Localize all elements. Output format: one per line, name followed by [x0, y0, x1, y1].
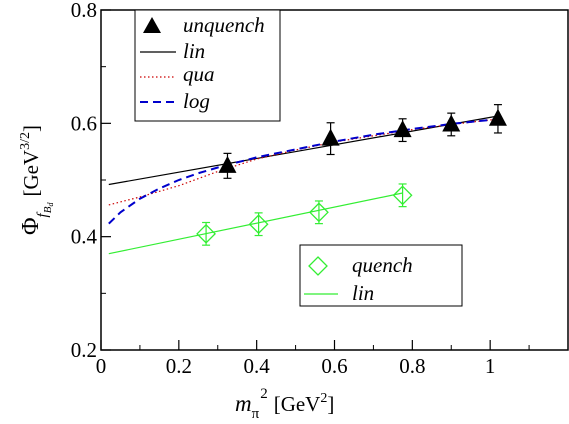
- data-point-unquench: [393, 120, 412, 138]
- y-label-unit-close: ]: [19, 125, 43, 132]
- legend-entry-quench: quench: [352, 253, 413, 277]
- legend-entry-lin: lin: [183, 39, 205, 63]
- x-label-unit-close: ]: [327, 392, 334, 416]
- legend-entry-log: log: [183, 89, 210, 113]
- data-point-unquench: [218, 155, 237, 173]
- y-tick-label: 0.4: [71, 225, 98, 249]
- x-tick-label: 0.8: [399, 354, 425, 378]
- x-label-unit-sup: 2: [320, 391, 327, 406]
- y-axis-label: ΦfBd[GeV3/2]: [18, 125, 55, 235]
- data-point-unquench: [321, 128, 340, 146]
- series-line-lin-5: [108, 192, 403, 255]
- series-layer: [108, 104, 507, 255]
- data-point-quench: [248, 214, 269, 235]
- x-tick-label: 0.2: [166, 354, 192, 378]
- x-label-sub: π: [252, 406, 260, 422]
- legend-entry-qua: qua: [183, 62, 215, 86]
- y-label-unit-sup: 3/2: [18, 132, 33, 150]
- data-point-quench: [392, 185, 413, 206]
- x-label-base: m: [235, 391, 252, 416]
- legend-entry-unquench: unquench: [183, 13, 265, 37]
- x-tick-label: 0: [96, 354, 107, 378]
- y-label-subsub: B: [42, 206, 54, 213]
- series-line-lin-1: [108, 115, 499, 186]
- x-axis-label: mπ2 [GeV2]: [235, 386, 334, 422]
- series-line-log-3: [108, 118, 499, 225]
- data-point-unquench: [488, 108, 507, 126]
- x-label-sup: 2: [260, 386, 268, 402]
- y-label-subsubsub: d: [46, 202, 55, 207]
- y-tick-label: 0.8: [71, 0, 97, 22]
- series-line-qua-2: [108, 118, 499, 206]
- x-label-unit: [GeV: [274, 392, 321, 416]
- legend-box: [299, 244, 463, 307]
- data-point-unquench: [442, 114, 461, 132]
- legend-entry-lin-quench: lin: [352, 281, 374, 305]
- legend-quenched: quench lin: [299, 244, 463, 307]
- y-tick-label: 0.2: [71, 338, 97, 362]
- legend-unquenched: unquench lin qua log: [134, 9, 281, 122]
- x-tick-label: 1: [485, 354, 496, 378]
- legend-diamond-icon: [308, 256, 328, 276]
- x-tick-label: 0.6: [321, 354, 347, 378]
- legend-triangle-icon: [143, 17, 161, 33]
- ticks-layer: 0 0.2 0.4 0.6 0.8 10.20.40.60.8: [71, 0, 530, 378]
- data-point-quench: [309, 202, 329, 223]
- y-label-sub: f: [35, 211, 51, 217]
- y-label-base: Φ: [18, 217, 44, 235]
- y-tick-label: 0.6: [71, 111, 97, 135]
- data-point-quench: [196, 223, 216, 244]
- x-tick-label: 0.4: [244, 354, 271, 378]
- y-label-unit: [GeV: [19, 150, 43, 197]
